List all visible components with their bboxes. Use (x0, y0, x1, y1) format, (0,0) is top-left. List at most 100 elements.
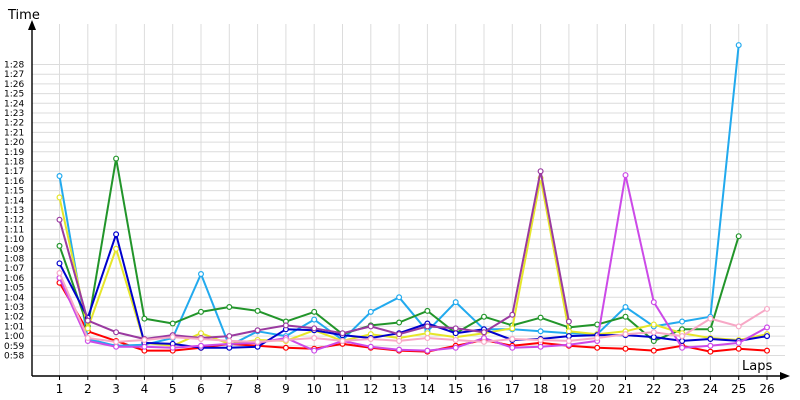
x-tick-label: 10 (307, 382, 322, 396)
y-tick-label: 0:59 (4, 342, 24, 352)
data-point (339, 337, 346, 344)
data-point (367, 336, 374, 343)
data-point (56, 194, 63, 201)
grid (32, 24, 785, 380)
data-point (707, 326, 714, 333)
data-point (622, 172, 629, 179)
data-point (707, 348, 714, 355)
x-tick-label: 2 (84, 382, 92, 396)
data-point (113, 155, 120, 162)
y-tick-label: 1:08 (4, 255, 24, 265)
data-point (141, 343, 148, 350)
data-point (537, 168, 544, 175)
data-point (735, 42, 742, 49)
data-point (113, 245, 120, 252)
series-line (58, 174, 768, 352)
data-point (311, 347, 318, 354)
x-tick-label: 26 (759, 382, 774, 396)
x-tick-label: 20 (590, 382, 605, 396)
x-tick-label: 9 (282, 382, 290, 396)
data-point (452, 330, 459, 337)
data-point (679, 318, 686, 325)
data-point (622, 345, 629, 352)
y-tick-label: 1:11 (4, 225, 24, 235)
y-tick-label: 1:28 (4, 61, 24, 71)
data-point (424, 323, 431, 330)
y-tick-label: 1:16 (4, 177, 24, 187)
data-point (509, 325, 516, 332)
data-point (537, 343, 544, 350)
data-point (141, 315, 148, 322)
data-point (452, 336, 459, 343)
data-point (226, 304, 233, 311)
data-point (282, 344, 289, 351)
data-point (84, 335, 91, 342)
data-point (198, 342, 205, 349)
data-point (311, 308, 318, 315)
data-point (311, 316, 318, 323)
data-point (424, 335, 431, 342)
x-tick-label: 7 (225, 382, 233, 396)
y-tick-label: 1:22 (4, 119, 24, 129)
data-point (594, 335, 601, 342)
data-point (113, 338, 120, 345)
series-8 (56, 270, 770, 345)
data-point (735, 345, 742, 352)
x-tick-labels: 1 2 3 4 5 6 7 8 9 10 11 12 13 14 15 16 17 18 19 20 21 22 23 24 2… (56, 382, 775, 396)
data-point (537, 328, 544, 335)
data-point (452, 325, 459, 332)
data-point (198, 308, 205, 315)
data-point (396, 346, 403, 353)
data-point (650, 334, 657, 341)
y-tick-label: 1:26 (4, 80, 24, 90)
data-point (509, 344, 516, 351)
data-point (254, 327, 261, 334)
data-point (254, 307, 261, 314)
data-point (565, 318, 572, 325)
data-point (198, 336, 205, 343)
x-tick-label: 24 (703, 382, 718, 396)
y-tick-label: 1:06 (4, 274, 24, 284)
y-tick-label: 1:03 (4, 303, 24, 313)
data-point (735, 339, 742, 346)
y-tick-label: 1:18 (4, 158, 24, 168)
y-tick-label: 1:20 (4, 138, 24, 148)
data-point (282, 322, 289, 329)
data-point (565, 333, 572, 340)
x-tick-label: 22 (646, 382, 661, 396)
data-point (509, 311, 516, 318)
y-tick-label: 1:09 (4, 245, 24, 255)
data-point (311, 325, 318, 332)
y-tick-label: 1:21 (4, 128, 24, 138)
data-point (367, 323, 374, 330)
y-tick-label: 1:05 (4, 284, 24, 294)
data-point (707, 342, 714, 349)
x-tick-label: 13 (391, 382, 406, 396)
data-point (622, 313, 629, 320)
data-point (735, 323, 742, 330)
data-point (396, 331, 403, 338)
data-point (481, 313, 488, 320)
series-line (58, 233, 768, 349)
data-point (84, 325, 91, 332)
y-tick-label: 1:01 (4, 322, 24, 332)
x-tick-label: 21 (618, 382, 633, 396)
data-point (198, 330, 205, 337)
data-point (650, 329, 657, 336)
x-tick-label: 16 (476, 382, 491, 396)
data-point (763, 347, 770, 354)
series-line (58, 177, 768, 347)
series (56, 42, 770, 355)
x-axis-arrow-icon (780, 372, 790, 380)
data-point (169, 344, 176, 351)
data-point (254, 338, 261, 345)
x-tick-label: 18 (533, 382, 548, 396)
data-point (56, 270, 63, 277)
x-tick-label: 23 (674, 382, 689, 396)
data-point (113, 343, 120, 350)
y-tick-label: 1:13 (4, 206, 24, 216)
data-point (56, 242, 63, 249)
data-point (424, 347, 431, 354)
data-point (84, 317, 91, 324)
x-tick-label: 1 (56, 382, 64, 396)
